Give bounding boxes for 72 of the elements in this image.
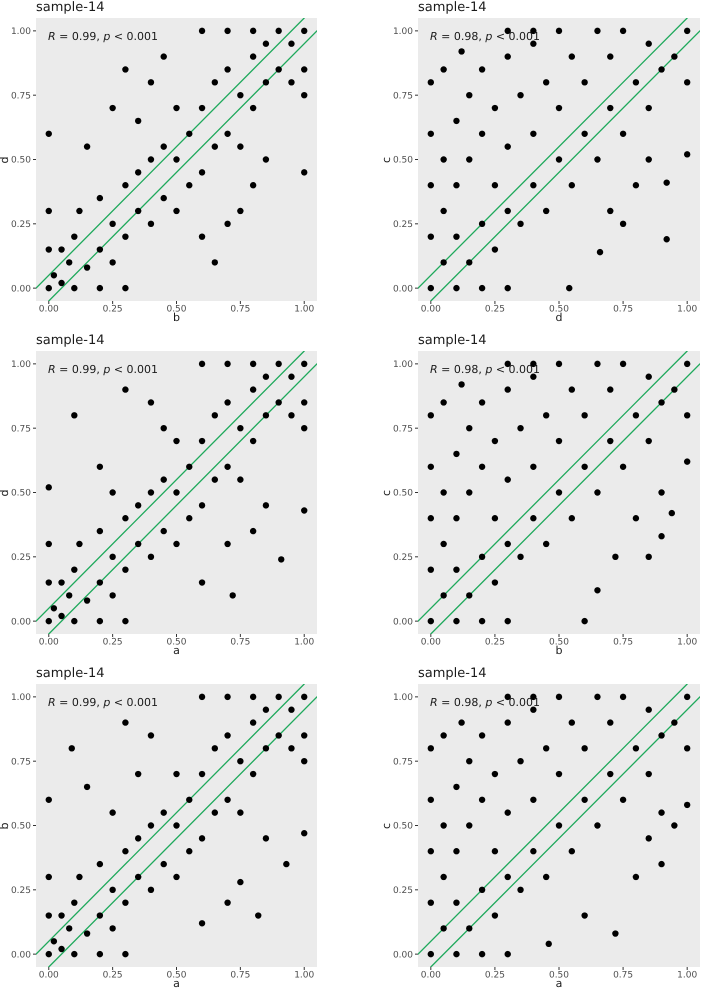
y-tick-label: 0.25	[392, 220, 413, 230]
y-tick-label: 1.00	[392, 360, 414, 370]
y-tick-label: 0.50	[10, 488, 32, 499]
y-tick-label: 0.50	[392, 156, 414, 166]
x-tick-label: 0.25	[102, 304, 123, 314]
x-tick-label: 0.75	[613, 637, 634, 648]
x-tick-label: 0.75	[230, 970, 250, 980]
y-tick-label: 0.25	[10, 220, 31, 230]
x-tick-label: 0.00	[420, 637, 442, 648]
x-tick-label: 0.75	[613, 970, 634, 980]
y-tick-label: 1.00	[392, 27, 414, 38]
y-axis-title: c	[380, 822, 393, 829]
y-tick-label: 0.50	[392, 488, 414, 499]
y-tick-label: 0.50	[392, 822, 414, 832]
y-tick-label: 0.75	[392, 424, 413, 434]
y-axis-title: d	[0, 156, 11, 163]
x-tick-label: 0.25	[484, 304, 505, 314]
chart-title: sample-14	[418, 666, 486, 681]
x-tick-label: 0.75	[230, 304, 250, 314]
x-tick-label: 0.75	[230, 637, 250, 648]
y-tick-label: 1.00	[10, 27, 32, 38]
y-tick-label: 0.50	[10, 822, 32, 832]
x-tick-label: 0.25	[102, 970, 123, 980]
chart-title: sample-14	[418, 0, 486, 15]
annotation: R = 0.99, p < 0.001	[48, 696, 158, 709]
chart-title: sample-14	[36, 333, 104, 348]
x-tick-label: 0.00	[420, 970, 442, 980]
y-tick-label: 0.00	[392, 950, 414, 960]
y-tick-label: 0.00	[10, 617, 32, 628]
y-tick-label: 0.75	[10, 757, 31, 768]
y-tick-label: 0.00	[392, 284, 414, 294]
x-tick-label: 0.75	[613, 304, 634, 314]
y-tick-label: 0.25	[10, 886, 31, 896]
y-axis-title: c	[380, 489, 393, 496]
y-tick-label: 0.75	[10, 91, 31, 102]
chart-title: sample-14	[36, 0, 104, 15]
x-tick-label: 0.00	[38, 304, 60, 314]
x-tick-label: 1.00	[677, 304, 698, 314]
x-tick-label: 0.25	[484, 637, 505, 648]
x-tick-label: 1.00	[677, 637, 698, 648]
y-tick-label: 0.75	[10, 424, 31, 434]
x-tick-label: 0.25	[102, 637, 123, 648]
y-axis-title: c	[380, 156, 393, 163]
y-tick-label: 1.00	[392, 693, 414, 704]
y-axis-title: b	[0, 822, 11, 829]
y-tick-label: 0.00	[392, 617, 414, 628]
x-tick-label: 0.00	[38, 637, 60, 648]
annotation: R = 0.98, p < 0.001	[430, 30, 540, 43]
x-tick-label: 1.00	[294, 970, 315, 980]
y-tick-label: 0.75	[392, 91, 413, 102]
x-tick-label: 1.00	[677, 970, 698, 980]
chart-title: sample-14	[36, 666, 104, 681]
x-tick-label: 0.25	[484, 970, 505, 980]
x-tick-label: 1.00	[294, 637, 315, 648]
x-tick-label: 0.00	[420, 304, 442, 314]
x-tick-label: 1.00	[294, 304, 315, 314]
y-tick-label: 1.00	[10, 693, 32, 704]
y-tick-label: 1.00	[10, 360, 32, 370]
y-tick-label: 0.00	[10, 950, 32, 960]
y-tick-label: 0.25	[392, 553, 413, 564]
y-tick-label: 0.25	[392, 886, 413, 896]
chart-title: sample-14	[418, 333, 486, 348]
y-tick-label: 0.75	[392, 757, 413, 768]
y-tick-label: 0.25	[10, 553, 31, 564]
y-tick-label: 0.00	[10, 284, 32, 294]
annotation: R = 0.98, p < 0.001	[430, 696, 540, 709]
annotation: R = 0.98, p < 0.001	[430, 363, 540, 376]
x-tick-label: 0.00	[38, 970, 60, 980]
annotation: R = 0.99, p < 0.001	[48, 363, 158, 376]
y-tick-label: 0.50	[10, 156, 32, 166]
annotation: R = 0.99, p < 0.001	[48, 30, 158, 43]
y-axis-title: d	[0, 489, 11, 496]
